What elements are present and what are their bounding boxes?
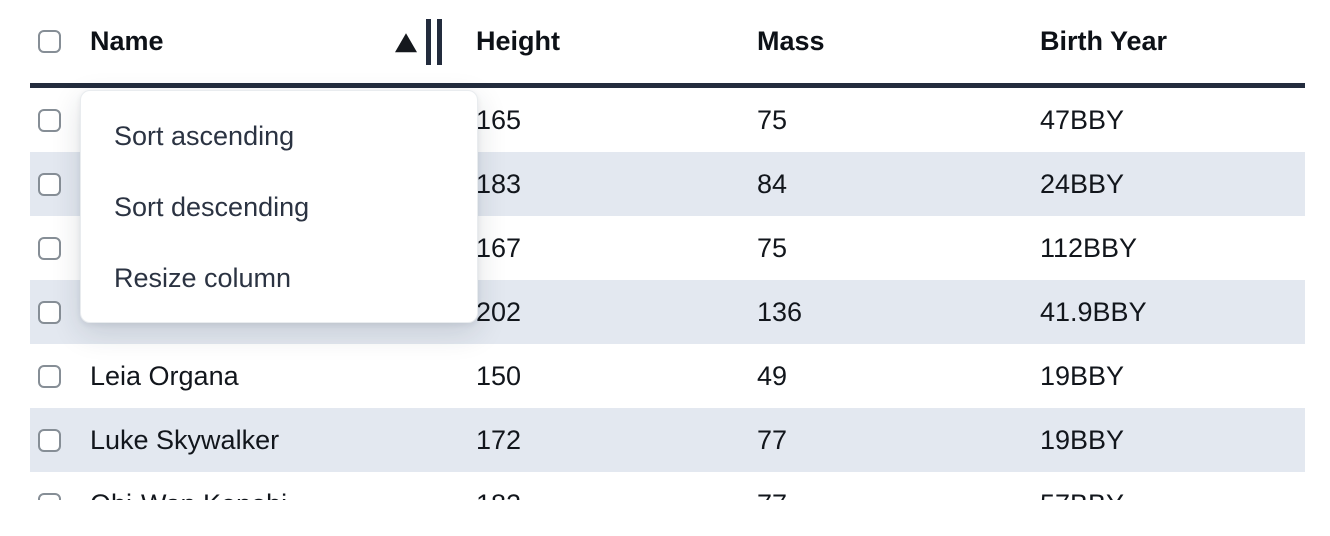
column-resize-handle[interactable] bbox=[426, 18, 442, 65]
cell-height: 172 bbox=[476, 424, 522, 455]
cell-height: 165 bbox=[476, 104, 522, 135]
cell-birth-year: 24BBY bbox=[1040, 168, 1125, 199]
row-checkbox[interactable] bbox=[38, 108, 61, 132]
column-menu: Sort ascending Sort descending Resize colu… bbox=[80, 90, 478, 323]
cell-mass: 77 bbox=[741, 489, 1024, 501]
cell-mass: 49 bbox=[757, 360, 788, 391]
cell-mass: 84 bbox=[757, 168, 788, 199]
row-select-cell bbox=[30, 428, 74, 452]
select-all-checkbox[interactable] bbox=[38, 30, 61, 53]
cell-height: 167 bbox=[476, 232, 522, 263]
sort-ascending-icon bbox=[395, 32, 417, 52]
column-header-mass[interactable]: Mass bbox=[757, 26, 825, 56]
row-checkbox[interactable] bbox=[38, 172, 61, 196]
row-checkbox[interactable] bbox=[38, 492, 61, 500]
cell-name: Leia Organa bbox=[90, 360, 239, 391]
row-checkbox[interactable] bbox=[38, 428, 61, 452]
cell-mass: 77 bbox=[757, 424, 788, 455]
row-select-cell bbox=[30, 108, 74, 132]
cell-birth-year: 57BBY bbox=[1024, 489, 1305, 501]
cell-birth-year: 19BBY bbox=[1040, 360, 1125, 391]
row-select-cell bbox=[30, 492, 74, 500]
row-select-cell bbox=[30, 300, 74, 324]
table-row[interactable]: Obi-Wan Kenobi1827757BBY bbox=[30, 472, 1305, 500]
cell-birth-year: 47BBY bbox=[1040, 104, 1125, 135]
table-row[interactable]: Leia Organa 150 49 19BBY bbox=[30, 344, 1305, 408]
row-checkbox[interactable] bbox=[38, 364, 61, 388]
cell-height: 202 bbox=[476, 296, 522, 327]
column-header-name-label: Name bbox=[90, 26, 164, 56]
row-select-cell bbox=[30, 364, 74, 388]
row-select-cell bbox=[30, 236, 74, 260]
menu-item-resize-column[interactable]: Resize column bbox=[114, 263, 292, 293]
row-checkbox[interactable] bbox=[38, 300, 61, 324]
resize-handle-bar bbox=[426, 18, 431, 65]
cell-height: 183 bbox=[476, 168, 522, 199]
resize-handle-bar bbox=[437, 18, 442, 65]
cell-birth-year: 41.9BBY bbox=[1040, 296, 1147, 327]
table-header-row: Name Height Mass Birth Year bbox=[30, 0, 1305, 88]
cell-name: Obi-Wan Kenobi bbox=[74, 489, 460, 501]
row-checkbox[interactable] bbox=[38, 236, 61, 260]
cell-name: Luke Skywalker bbox=[90, 424, 280, 455]
cell-height: 182 bbox=[460, 489, 741, 501]
cell-birth-year: 19BBY bbox=[1040, 424, 1125, 455]
column-header-height[interactable]: Height bbox=[476, 26, 560, 56]
cell-height: 150 bbox=[476, 360, 522, 391]
table-row[interactable]: Luke Skywalker 172 77 19BBY bbox=[30, 408, 1305, 472]
column-header-birth-year[interactable]: Birth Year bbox=[1040, 26, 1168, 56]
cell-mass: 136 bbox=[757, 296, 803, 327]
menu-item-sort-descending[interactable]: Sort descending bbox=[114, 192, 310, 222]
cell-mass: 75 bbox=[757, 104, 788, 135]
menu-item-sort-ascending[interactable]: Sort ascending bbox=[114, 121, 295, 151]
select-all-cell bbox=[30, 30, 74, 53]
cell-birth-year: 112BBY bbox=[1040, 232, 1138, 263]
cell-mass: 75 bbox=[757, 232, 788, 263]
row-select-cell bbox=[30, 172, 74, 196]
column-header-name[interactable]: Name bbox=[74, 18, 460, 65]
